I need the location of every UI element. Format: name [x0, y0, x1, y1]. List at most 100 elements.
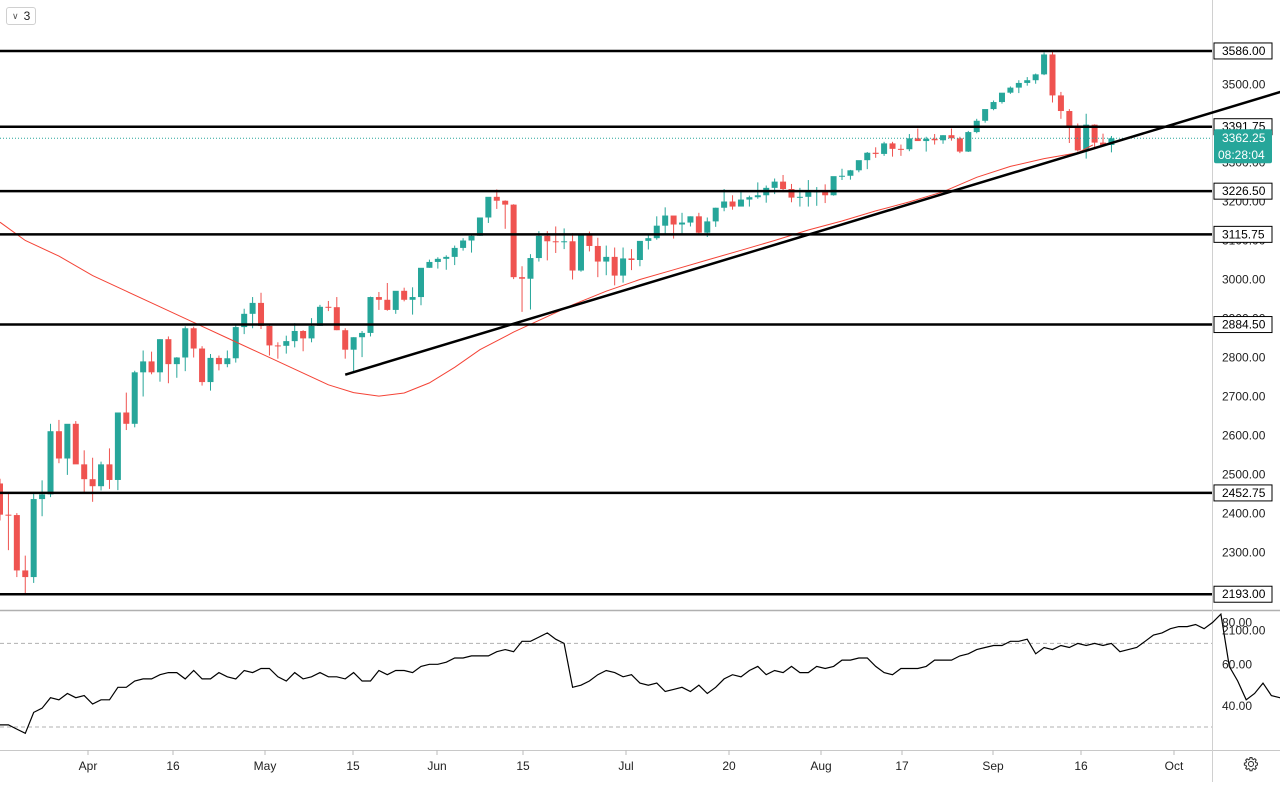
- candle-body: [300, 330, 307, 339]
- countdown-label: 08:28:04: [1218, 148, 1265, 162]
- trendline[interactable]: [344, 85, 1280, 376]
- candle-body: [64, 423, 71, 459]
- candle-body: [443, 256, 450, 259]
- current-price-tag: [1214, 129, 1272, 164]
- candle-body: [687, 216, 694, 223]
- candle-body: [830, 176, 837, 196]
- candle-body: [140, 361, 147, 373]
- level-price-tag-border: [1213, 484, 1273, 502]
- candle-body: [1041, 54, 1048, 75]
- price-tick-label: 3500.00: [1222, 78, 1266, 92]
- candle-body: [931, 138, 938, 141]
- candle-body: [510, 204, 517, 278]
- candle-body: [712, 207, 719, 222]
- candlestick-series: [0, 50, 1115, 596]
- rsi-tick-label: 80.00: [1222, 615, 1252, 629]
- candle-body: [98, 464, 105, 487]
- level-price-tag: [1214, 586, 1272, 603]
- time-tick-label: Apr: [79, 759, 98, 773]
- gear-icon[interactable]: [1242, 755, 1260, 773]
- candle-body: [746, 197, 753, 200]
- candle-body: [737, 199, 744, 207]
- level-price-tag: [1214, 226, 1272, 243]
- candle-body: [401, 290, 408, 300]
- candle-body: [586, 235, 593, 246]
- price-tick-label: 3000.00: [1222, 273, 1266, 287]
- candle-body: [182, 328, 189, 358]
- candle-body: [418, 267, 424, 298]
- candle-body: [468, 235, 475, 241]
- rsi-tick-label: 60.00: [1222, 657, 1252, 671]
- price-tick-label: 2600.00: [1222, 429, 1266, 443]
- candle-body: [544, 235, 551, 242]
- chevron-down-icon[interactable]: ∨: [12, 10, 19, 21]
- candle-body: [636, 240, 643, 260]
- level-price-tag-label: 2884.50: [1222, 318, 1266, 332]
- candle-body: [695, 216, 702, 233]
- candle-body: [872, 152, 879, 154]
- time-tick-label: May: [254, 759, 277, 773]
- candle-body: [426, 261, 433, 268]
- trendline-layer[interactable]: [344, 85, 1280, 376]
- candle-body: [881, 143, 888, 154]
- candle-body: [822, 191, 829, 196]
- candle-body: [754, 195, 761, 198]
- level-price-tag-border: [1213, 42, 1273, 60]
- price-tick-label: 2100.00: [1222, 624, 1266, 638]
- candle-body: [106, 464, 113, 480]
- candle-body: [409, 297, 416, 300]
- candle-body: [249, 302, 256, 314]
- candle-body: [30, 499, 37, 578]
- candle-body: [998, 92, 1005, 103]
- candle-body: [5, 514, 12, 516]
- candle-body: [123, 412, 130, 424]
- price-tick-label: 2400.00: [1222, 507, 1266, 521]
- candle-body: [645, 238, 652, 241]
- candle-body: [527, 258, 534, 279]
- candle-body: [897, 148, 904, 150]
- level-price-tag: [1214, 183, 1272, 200]
- support-resistance-levels[interactable]: [0, 49, 1212, 596]
- candle-body: [670, 215, 677, 225]
- price-tick-label: 2500.00: [1222, 468, 1266, 482]
- candle-body: [1066, 111, 1073, 127]
- candle-body: [232, 327, 239, 359]
- candle-body: [207, 357, 214, 383]
- candle-body: [721, 201, 728, 208]
- price-tick-label: 2700.00: [1222, 390, 1266, 404]
- candle-body: [535, 235, 542, 259]
- candle-body: [190, 328, 197, 349]
- level-price-tag-border: [1213, 182, 1273, 200]
- time-tick-label: 16: [1074, 759, 1088, 773]
- candle-body: [258, 302, 265, 326]
- time-axis[interactable]: Apr 16 May 15 Jun 15 Jul 20 Aug 17 Sep 16 Oct: [79, 750, 1184, 773]
- level-price-tag: [1214, 316, 1272, 333]
- price-tick-label: 2800.00: [1222, 351, 1266, 365]
- candle-body: [384, 299, 391, 310]
- interval-badge[interactable]: ∨ 3: [6, 7, 37, 25]
- level-price-tag-border: [1213, 225, 1273, 243]
- candle-body: [72, 423, 79, 465]
- rsi-axis[interactable]: 80.00 60.00 40.00: [1222, 615, 1252, 713]
- candle-body: [1049, 54, 1056, 96]
- candle-body: [47, 431, 54, 495]
- candle-body: [0, 483, 3, 515]
- time-tick-label: Sep: [982, 759, 1004, 773]
- interval-badge-value: 3: [23, 9, 31, 23]
- candle-body: [990, 102, 997, 110]
- candle-body: [333, 307, 340, 331]
- rsi-line: [0, 612, 1280, 735]
- candle-body: [241, 313, 248, 328]
- level-price-tag-label: 2452.75: [1222, 486, 1266, 500]
- time-tick-label: Jun: [427, 759, 446, 773]
- candle-body: [215, 357, 222, 365]
- time-tick-label: Jul: [618, 759, 633, 773]
- candle-body: [131, 372, 138, 424]
- candle-body: [350, 337, 357, 350]
- candle-body: [114, 412, 121, 480]
- level-price-tag-label: 3115.75: [1222, 227, 1265, 241]
- candle-body: [704, 221, 711, 233]
- candle-body: [561, 241, 568, 243]
